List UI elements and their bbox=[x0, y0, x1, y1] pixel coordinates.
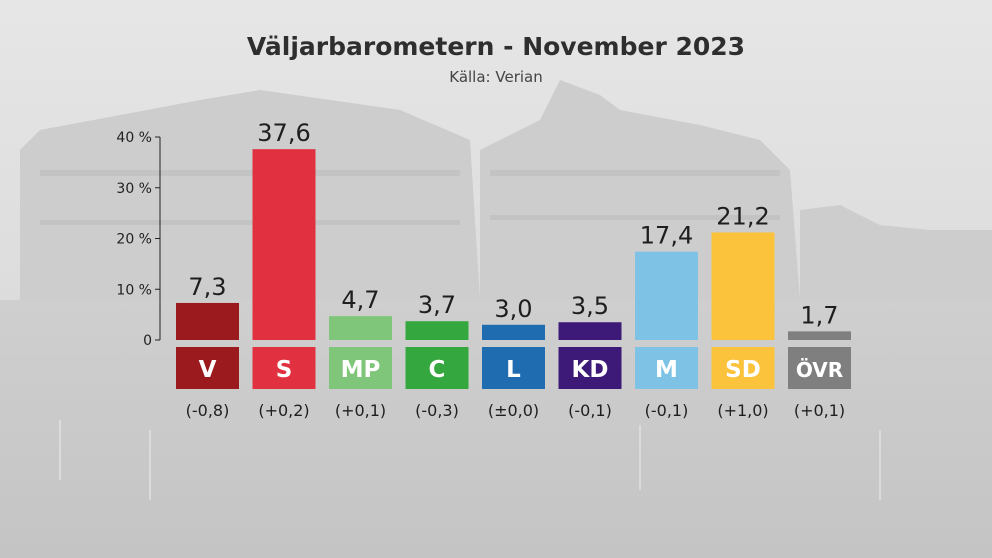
party-box-mp bbox=[329, 347, 392, 389]
party-box-v bbox=[176, 347, 239, 389]
party-label: SD bbox=[725, 357, 761, 383]
party-box-sd bbox=[711, 347, 775, 389]
value-label: 3,7 bbox=[418, 291, 456, 319]
value-label: 3,5 bbox=[571, 292, 609, 320]
bar-v bbox=[176, 302, 239, 340]
value-label: 7,3 bbox=[188, 273, 226, 301]
value-label: 1,7 bbox=[800, 301, 838, 329]
bar-s bbox=[252, 149, 316, 340]
change-label: (-0,8) bbox=[186, 401, 230, 420]
party-label: ÖVR bbox=[796, 358, 843, 382]
party-label: S bbox=[276, 357, 293, 383]
chart-title: Väljarbarometern - November 2023 bbox=[246, 32, 746, 61]
y-tick-label: 10 % bbox=[116, 282, 152, 298]
change-label: (-0,1) bbox=[645, 401, 689, 420]
party-box-m bbox=[635, 347, 698, 389]
change-label: (+0,1) bbox=[335, 401, 386, 420]
bar-mp bbox=[329, 316, 392, 340]
bar-l bbox=[482, 324, 545, 340]
party-box-s bbox=[252, 347, 316, 389]
party-box-l bbox=[482, 347, 545, 389]
party-label: V bbox=[199, 357, 217, 383]
value-label: 37,6 bbox=[257, 119, 310, 147]
party-box-övr bbox=[788, 347, 851, 389]
party-label: C bbox=[429, 357, 446, 383]
change-label: (-0,3) bbox=[415, 401, 459, 420]
chart-source: Källa: Verian bbox=[449, 68, 543, 86]
bar-övr bbox=[788, 331, 851, 340]
change-label: (+1,0) bbox=[717, 401, 768, 420]
change-label: (+0,1) bbox=[794, 401, 845, 420]
value-label: 3,0 bbox=[494, 295, 532, 323]
y-tick-label: 30 % bbox=[116, 181, 152, 197]
y-tick-label: 0 bbox=[143, 333, 152, 349]
party-box-c bbox=[405, 347, 469, 389]
bar-kd bbox=[558, 322, 622, 340]
y-tick-label: 20 % bbox=[116, 232, 152, 248]
y-tick-label: 40 % bbox=[116, 130, 152, 146]
change-label: (+0,2) bbox=[258, 401, 309, 420]
change-label: (±0,0) bbox=[488, 401, 539, 420]
value-label: 21,2 bbox=[716, 202, 769, 230]
change-label: (-0,1) bbox=[568, 401, 612, 420]
party-box-kd bbox=[558, 347, 622, 389]
party-label: M bbox=[655, 357, 678, 383]
value-label: 17,4 bbox=[640, 222, 693, 250]
party-label: L bbox=[506, 357, 521, 383]
value-label: 4,7 bbox=[341, 286, 379, 314]
bar-c bbox=[405, 321, 469, 340]
bar-m bbox=[635, 251, 698, 340]
party-label: MP bbox=[341, 357, 381, 383]
party-label: KD bbox=[572, 357, 609, 383]
bar-sd bbox=[711, 232, 775, 340]
